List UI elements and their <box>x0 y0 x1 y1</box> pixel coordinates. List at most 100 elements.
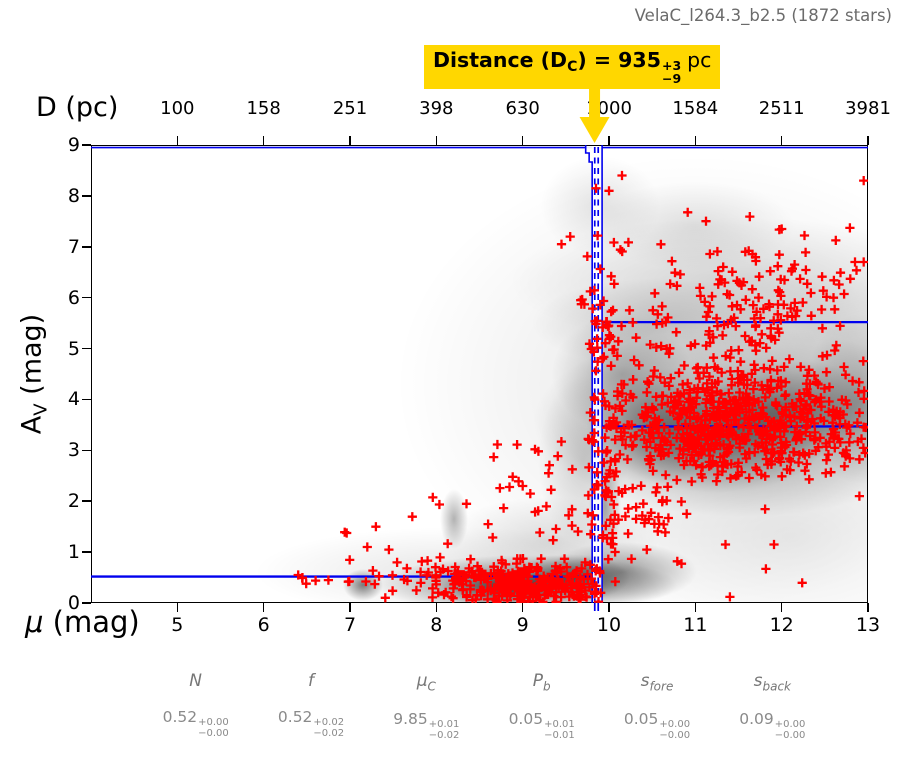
param-subscript: back <box>762 679 791 694</box>
y-tick-label: 4 <box>67 388 80 411</box>
top-tick-mark <box>780 136 783 145</box>
param-error-minus: −0.02 <box>313 728 345 739</box>
x-tick-label: 9 <box>516 614 529 636</box>
param-error-plus: +0.00 <box>774 719 806 731</box>
param-value-main: 0.09 <box>739 710 774 729</box>
top-tick-mark <box>262 136 265 145</box>
y-tick-label: 7 <box>67 235 80 258</box>
param-value-mu_c: 9.85 +0.01 −0.02 <box>393 710 459 741</box>
param-label-mu_c: μC <box>417 671 436 693</box>
distance-annotation-sub: C <box>567 59 578 75</box>
y-tick-label: 8 <box>67 184 80 207</box>
y-tick-mark <box>82 245 91 248</box>
param-symbol: N <box>189 671 203 691</box>
param-column-f: f 0.52 +0.02 −0.02 <box>253 671 368 741</box>
top-tick-label: 3981 <box>845 98 891 119</box>
x-tick-mark <box>521 603 524 612</box>
x-tick-mark <box>694 603 697 612</box>
param-value-errors: +0.01 −0.01 <box>544 719 575 741</box>
top-tick-mark <box>521 136 524 145</box>
param-label-P_b: Pb <box>533 671 551 693</box>
param-error-minus: −0.01 <box>544 730 575 742</box>
distance-arrow-head <box>579 117 610 143</box>
distance-value: 935 <box>618 48 661 72</box>
param-value-P_b: 0.05 +0.01 −0.01 <box>509 710 575 741</box>
param-error-minus: −0.00 <box>198 728 229 739</box>
x-axis-label-symbol: μ <box>25 605 44 639</box>
y-tick-label: 1 <box>67 541 80 564</box>
x-tick-mark <box>435 603 438 612</box>
param-symbol: P <box>532 671 543 691</box>
distance-unit: pc <box>687 48 712 72</box>
x-tick-label: 10 <box>596 614 622 636</box>
top-tick-label: 1584 <box>672 98 719 119</box>
y-tick-mark <box>82 296 91 299</box>
x-tick-label: 13 <box>855 614 881 636</box>
param-label-s_fore: sfore <box>641 671 674 693</box>
top-axis-label: D (pc) <box>36 92 119 123</box>
param-value-s_back: 0.09 +0.00 −0.00 <box>739 710 805 741</box>
y-tick-label: 6 <box>67 286 80 309</box>
x-tick-label: 5 <box>171 614 184 636</box>
param-symbol: f <box>307 671 314 691</box>
top-tick-mark <box>349 136 351 145</box>
x-tick-mark <box>780 603 783 612</box>
param-error-plus: +0.01 <box>428 719 460 731</box>
top-tick-mark <box>176 136 179 145</box>
param-subscript: b <box>542 679 551 694</box>
y-tick-mark <box>82 551 91 553</box>
top-tick-label: 100 <box>160 98 195 119</box>
param-value-main: 9.85 <box>393 710 428 729</box>
param-value-main: 0.52 <box>277 708 313 726</box>
param-value-main: 0.52 <box>162 708 198 726</box>
param-value-errors: +0.01 −0.02 <box>429 719 460 741</box>
x-tick-label: 12 <box>769 614 794 636</box>
param-error-plus: +0.01 <box>544 719 575 731</box>
y-tick-mark <box>82 500 91 503</box>
x-tick-label: 7 <box>343 614 357 636</box>
y-tick-label: 3 <box>67 439 80 462</box>
y-axis-label: AV (mag) <box>16 314 51 434</box>
y-tick-mark <box>82 144 91 146</box>
top-tick-mark <box>608 136 610 145</box>
param-value-main: 0.05 <box>623 710 659 729</box>
y-tick-label: 2 <box>67 490 80 513</box>
y-tick-mark <box>82 449 91 452</box>
param-value-s_fore: 0.05 +0.00 −0.00 <box>624 710 690 741</box>
param-error-minus: −0.00 <box>659 730 691 742</box>
y-tick-label: 9 <box>67 134 80 156</box>
distance-error-minus: −9 <box>661 71 682 87</box>
y-tick-label: 5 <box>67 337 80 360</box>
x-tick-mark <box>349 603 351 612</box>
param-column-s_fore: sfore 0.05 +0.00 −0.00 <box>599 671 714 741</box>
top-tick-label: 630 <box>505 98 540 119</box>
top-tick-mark <box>867 136 869 145</box>
param-error-plus: +0.00 <box>198 717 229 728</box>
y-tick-mark <box>82 347 91 350</box>
x-tick-label: 6 <box>257 614 270 636</box>
top-tick-label: 158 <box>246 98 281 119</box>
param-error-plus: +0.00 <box>659 719 691 731</box>
x-axis-label-unit: (mag) <box>43 605 140 639</box>
plot-frame <box>91 145 868 603</box>
x-tick-mark <box>176 603 179 612</box>
param-error-plus: +0.02 <box>313 717 345 728</box>
distance-error-plus: +3 <box>661 58 682 73</box>
y-tick-label: 0 <box>67 592 80 614</box>
top-tick-label: 398 <box>419 98 454 119</box>
param-value-errors: +0.02 −0.02 <box>313 717 344 739</box>
param-column-N: N 0.52 +0.00 −0.00 <box>138 671 253 741</box>
param-error-minus: −0.00 <box>774 730 806 742</box>
distance-annotation: Distance (DC) = 935 +3 −9 pc <box>424 45 721 90</box>
top-tick-mark <box>435 136 438 145</box>
top-tick-label: 1000 <box>586 98 632 119</box>
param-value-f: 0.52 +0.02 −0.02 <box>278 708 344 739</box>
top-tick-label: 2511 <box>758 98 805 119</box>
param-value-main: 0.05 <box>508 710 544 729</box>
param-column-s_back: sback 0.09 +0.00 −0.00 <box>715 671 830 741</box>
y-tick-mark <box>82 398 91 401</box>
param-symbol: s <box>640 671 650 691</box>
y-tick-mark <box>82 195 91 197</box>
param-label-s_back: sback <box>754 671 791 693</box>
